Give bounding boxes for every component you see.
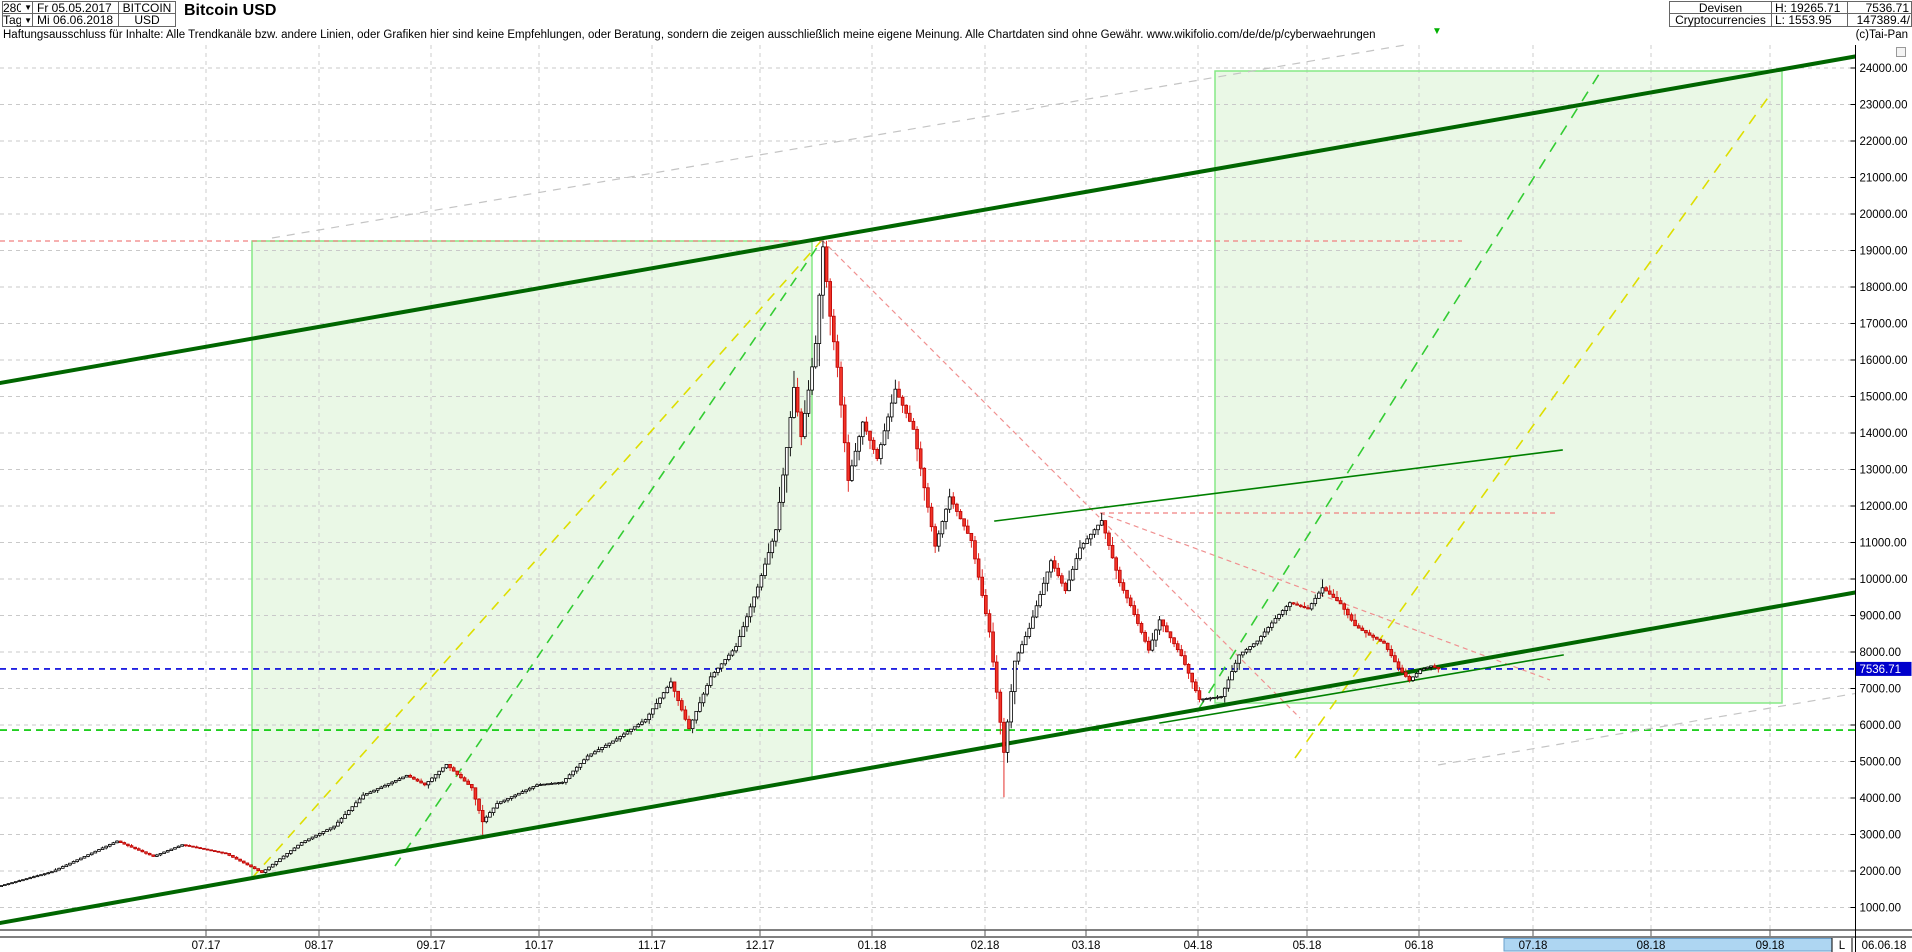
svg-text:7000.00: 7000.00 [1860, 684, 1902, 696]
red-fan-steep [821, 239, 1301, 719]
svg-text:9000.00: 9000.00 [1860, 611, 1902, 623]
projection-box-right-border [1214, 70, 1783, 704]
fan-and-projection-lines [0, 44, 1859, 879]
svg-text:23000.00: 23000.00 [1860, 100, 1908, 112]
price-level-lines [0, 668, 1856, 731]
symbol-cell-line2: USD [118, 13, 176, 27]
date-from-value: Fr 05.05.2017 [37, 0, 112, 15]
svg-text:8000.00: 8000.00 [1860, 647, 1902, 659]
svg-text:01.18: 01.18 [858, 940, 887, 952]
date-to-field[interactable]: Mi 06.06.2018 [32, 13, 119, 27]
last-price-value: 7536.71 [1865, 0, 1909, 15]
red-fan-shallow [1099, 512, 1551, 681]
date-to-value: Mi 06.06.2018 [37, 13, 114, 27]
gray-parallel-lower [1437, 692, 1859, 766]
svg-text:04.18: 04.18 [1184, 940, 1213, 952]
svg-text:11.17: 11.17 [638, 940, 666, 952]
svg-text:10.17: 10.17 [525, 940, 554, 952]
trend-channel-lines [0, 53, 1861, 926]
svg-text:13000.00: 13000.00 [1860, 465, 1908, 477]
svg-text:02.18: 02.18 [971, 940, 1000, 952]
svg-text:4000.00: 4000.00 [1860, 793, 1902, 805]
chart-marker-triangle-icon: ▼ [1432, 26, 1442, 37]
chevron-down-icon: ▼ [24, 3, 32, 12]
category-market: Devisen [1698, 0, 1743, 15]
svg-text:12000.00: 12000.00 [1860, 501, 1908, 513]
volume-value: 147389.4/ [1856, 13, 1910, 27]
chevron-down-icon: ▼ [24, 15, 32, 25]
svg-text:7536.71: 7536.71 [1860, 664, 1902, 676]
svg-text:03.18: 03.18 [1072, 940, 1101, 952]
volume-cell: 147389.4/ [1847, 13, 1912, 27]
copyright-label: (c)Tai-Pan [1855, 29, 1908, 41]
svg-text:1000.00: 1000.00 [1860, 903, 1902, 915]
symbol-name: BITCOIN [122, 0, 172, 15]
svg-text:06.18: 06.18 [1405, 940, 1434, 952]
svg-text:6000.00: 6000.00 [1860, 720, 1902, 732]
svg-text:08.18: 08.18 [1637, 940, 1666, 952]
trend-channel-lower [0, 589, 1861, 926]
trend-channel-upper [0, 53, 1861, 386]
projection-box-right [1215, 71, 1782, 703]
svg-text:L: L [1839, 940, 1846, 952]
period-dropdown[interactable]: 280 ▼ [2, 0, 33, 15]
svg-text:5000.00: 5000.00 [1860, 757, 1902, 769]
disclaimer-text: Haftungsausschluss für Inhalte: Alle Tre… [3, 29, 1376, 41]
timeframe-dropdown[interactable]: Tage ▼ [2, 13, 33, 27]
minor-support-line [1159, 654, 1564, 724]
svg-text:2000.00: 2000.00 [1860, 866, 1902, 878]
low-value: L: 1553.95 [1775, 13, 1832, 27]
timeframe-value: Tage [3, 13, 22, 27]
low-value-cell: L: 1553.95 [1771, 13, 1848, 27]
collapse-panel-icon[interactable] [1896, 47, 1906, 57]
x-axis: 07.17 08.17 09.17 10.17 11.17 12.17 01.18 02.18… [0, 929, 1912, 952]
candlesticks [0, 240, 1441, 887]
svg-text:17000.00: 17000.00 [1860, 319, 1908, 331]
price-marker-tag: 7536.71 [1856, 661, 1912, 676]
svg-text:07.18: 07.18 [1519, 940, 1548, 952]
svg-text:06.06.18: 06.06.18 [1862, 940, 1907, 952]
symbol-currency: USD [134, 13, 160, 27]
svg-text:09.17: 09.17 [417, 940, 446, 952]
svg-text:12.17: 12.17 [746, 940, 775, 952]
svg-text:24000.00: 24000.00 [1860, 63, 1908, 75]
svg-text:11000.00: 11000.00 [1860, 538, 1907, 550]
svg-text:19000.00: 19000.00 [1860, 246, 1908, 258]
svg-text:05.18: 05.18 [1293, 940, 1322, 952]
gridlines [0, 45, 1856, 930]
category-cell-line2: Cryptocurrencies [1669, 13, 1772, 27]
gray-parallel-upper [271, 44, 1406, 239]
svg-text:3000.00: 3000.00 [1860, 830, 1902, 842]
svg-text:15000.00: 15000.00 [1860, 392, 1908, 404]
projection-box-left [252, 241, 812, 878]
fan-green-right [1197, 70, 1602, 711]
period-value: 280 [3, 0, 22, 15]
high-value: H: 19265.71 [1775, 0, 1841, 15]
y-axis: 1000.00 2000.00 3000.00 4000.00 5000.00 6000.… [1850, 45, 1912, 952]
projection-regions [252, 71, 1782, 878]
svg-text:22000.00: 22000.00 [1860, 136, 1908, 148]
svg-text:08.17: 08.17 [305, 940, 334, 952]
category-name: Cryptocurrencies [1675, 13, 1766, 27]
svg-text:14000.00: 14000.00 [1860, 428, 1908, 440]
page-title: Bitcoin USD [184, 2, 277, 19]
svg-text:10000.00: 10000.00 [1860, 574, 1908, 586]
svg-text:21000.00: 21000.00 [1860, 173, 1908, 185]
fan-yellow-right [1294, 91, 1773, 759]
svg-text:18000.00: 18000.00 [1860, 282, 1908, 294]
svg-text:16000.00: 16000.00 [1860, 355, 1908, 367]
svg-text:07.17: 07.17 [192, 940, 221, 952]
svg-text:09.18: 09.18 [1756, 940, 1785, 952]
svg-text:20000.00: 20000.00 [1860, 209, 1908, 221]
minor-resistance-line [994, 449, 1563, 522]
fan-green-left [394, 239, 823, 867]
